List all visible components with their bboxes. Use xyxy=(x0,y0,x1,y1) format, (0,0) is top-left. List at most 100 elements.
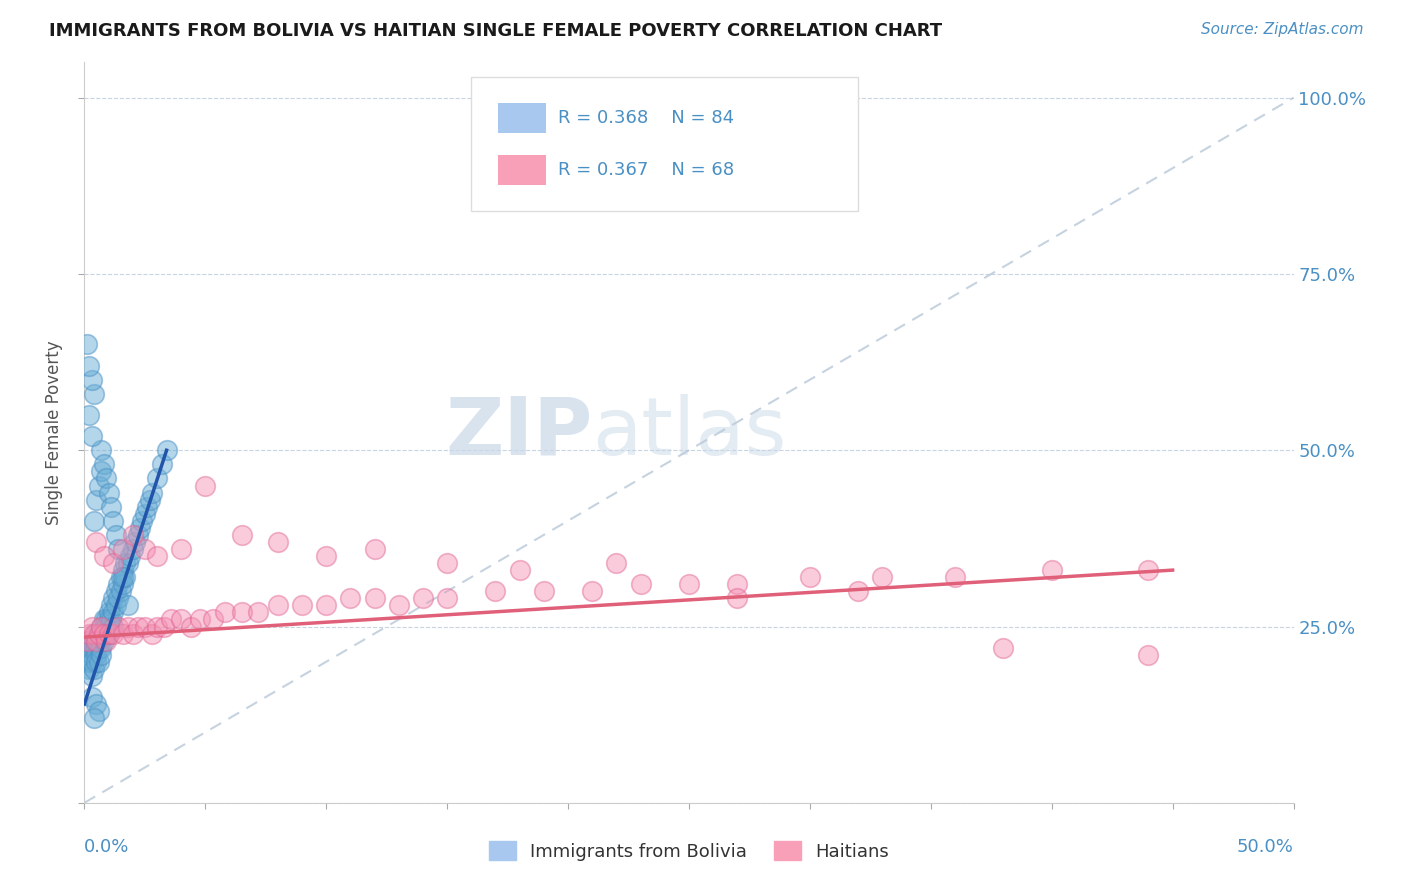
Point xyxy=(291,599,314,613)
FancyBboxPatch shape xyxy=(498,155,547,185)
Point xyxy=(77,408,100,422)
Point xyxy=(87,704,110,718)
Point xyxy=(799,570,821,584)
Point xyxy=(87,633,110,648)
Point xyxy=(190,612,212,626)
Point xyxy=(90,619,112,633)
Point xyxy=(76,648,98,662)
Point xyxy=(121,528,143,542)
Point xyxy=(943,570,966,584)
Point xyxy=(725,591,748,606)
Point xyxy=(90,648,112,662)
Point xyxy=(993,640,1015,655)
Point xyxy=(117,619,139,633)
Text: R = 0.368    N = 84: R = 0.368 N = 84 xyxy=(558,109,734,127)
Point xyxy=(80,619,103,633)
Point xyxy=(87,626,110,640)
Point xyxy=(436,556,458,570)
Point xyxy=(170,541,193,556)
Point xyxy=(97,626,120,640)
Point xyxy=(103,514,125,528)
Point xyxy=(134,507,156,521)
Point xyxy=(846,584,869,599)
Point xyxy=(86,697,108,711)
Point xyxy=(77,359,100,373)
Point xyxy=(146,471,169,485)
Point xyxy=(103,556,125,570)
Point xyxy=(97,626,120,640)
FancyBboxPatch shape xyxy=(471,78,858,211)
Point xyxy=(107,591,129,606)
Text: Source: ZipAtlas.com: Source: ZipAtlas.com xyxy=(1201,22,1364,37)
Point xyxy=(83,662,105,676)
Point xyxy=(117,599,139,613)
Point xyxy=(83,711,105,725)
Point xyxy=(90,626,112,640)
Point xyxy=(86,648,108,662)
Point xyxy=(134,541,156,556)
Point xyxy=(80,690,103,704)
Point xyxy=(112,563,135,577)
Point xyxy=(83,387,105,401)
Point xyxy=(1040,563,1063,577)
Point xyxy=(97,485,120,500)
Point xyxy=(533,584,555,599)
Point xyxy=(80,655,103,669)
Point xyxy=(107,619,129,633)
Point xyxy=(77,662,100,676)
Text: 50.0%: 50.0% xyxy=(1237,838,1294,855)
Point xyxy=(150,458,173,472)
Point xyxy=(231,528,253,542)
Point xyxy=(94,612,117,626)
Point xyxy=(103,626,125,640)
Point xyxy=(80,669,103,683)
Point xyxy=(103,591,125,606)
Point xyxy=(131,514,153,528)
Point xyxy=(124,535,146,549)
Point xyxy=(97,612,120,626)
Point xyxy=(94,471,117,485)
Legend: Immigrants from Bolivia, Haitians: Immigrants from Bolivia, Haitians xyxy=(481,834,897,868)
Point xyxy=(484,584,506,599)
Point xyxy=(90,443,112,458)
Point xyxy=(141,485,163,500)
Point xyxy=(83,626,105,640)
Point xyxy=(315,599,337,613)
Point xyxy=(103,619,125,633)
Point xyxy=(112,626,135,640)
Text: 0.0%: 0.0% xyxy=(84,838,129,855)
Point xyxy=(363,591,385,606)
Point xyxy=(134,619,156,633)
FancyBboxPatch shape xyxy=(498,103,547,133)
Point xyxy=(363,541,385,556)
Point xyxy=(114,570,136,584)
Point xyxy=(315,549,337,563)
Point xyxy=(231,606,253,620)
Point xyxy=(103,606,125,620)
Point xyxy=(872,570,894,584)
Point xyxy=(104,528,127,542)
Point xyxy=(136,500,159,514)
Point xyxy=(90,464,112,478)
Point xyxy=(77,640,100,655)
Point xyxy=(678,577,700,591)
Point xyxy=(114,556,136,570)
Point xyxy=(86,492,108,507)
Point xyxy=(97,606,120,620)
Point xyxy=(104,584,127,599)
Point xyxy=(194,478,217,492)
Point xyxy=(141,626,163,640)
Point xyxy=(110,570,132,584)
Point xyxy=(90,619,112,633)
Point xyxy=(80,429,103,443)
Point xyxy=(121,541,143,556)
Point xyxy=(80,373,103,387)
Point xyxy=(83,640,105,655)
Point xyxy=(214,606,236,620)
Point xyxy=(80,648,103,662)
Point xyxy=(112,570,135,584)
Point xyxy=(146,619,169,633)
Text: R = 0.367    N = 68: R = 0.367 N = 68 xyxy=(558,161,734,178)
Point xyxy=(436,591,458,606)
Point xyxy=(86,626,108,640)
